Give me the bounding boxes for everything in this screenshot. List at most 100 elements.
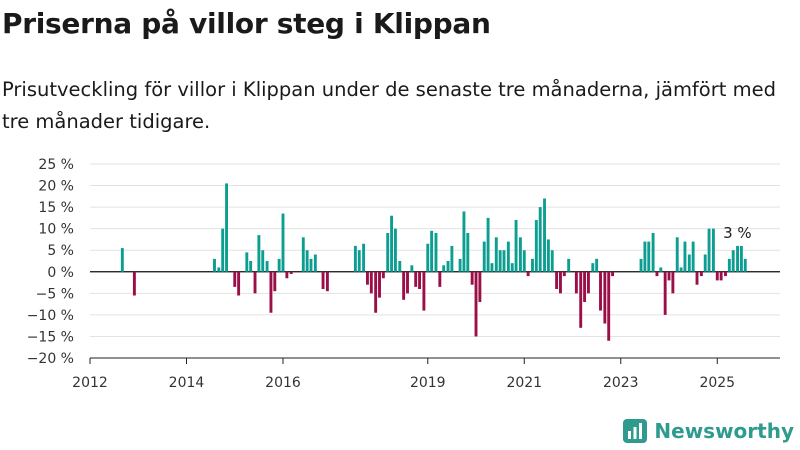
bar [743,258,747,272]
bar [120,248,124,272]
bar [526,271,530,277]
x-tick-label: 2016 [265,375,301,391]
bar [498,250,502,272]
bar [695,271,699,285]
bar [402,271,406,300]
bar [583,271,587,302]
annotation-label: 3 % [723,224,752,242]
bar [736,245,739,272]
bar [647,241,651,272]
bar [715,271,719,281]
bar [265,261,269,272]
bar [675,237,679,272]
bar [393,228,397,272]
bar [446,261,450,272]
bar [510,263,514,272]
bar [237,271,241,296]
bar [462,211,466,272]
bar [727,258,731,272]
bar-chart: 25 % 20 % 15 % 10 % 5 % 0 % −5 % −10 % −15 % −20 … [27,157,780,391]
bar [470,271,474,285]
bar [502,250,506,272]
bar [381,271,385,279]
bar [369,271,373,294]
bar [325,271,329,292]
newsworthy-logo: Newsworthy [622,418,794,444]
bar [538,207,542,272]
newsworthy-logo-icon [623,419,648,443]
bar [651,232,655,272]
bar [466,232,470,272]
bar [281,213,285,272]
x-axis: 2012 2014 2016 2019 2021 2023 2025 [72,357,780,391]
bar [494,237,498,272]
bar [366,271,369,285]
bar [574,271,578,294]
y-tick-label: 20 % [38,179,74,195]
bar [486,217,490,272]
y-tick-label: 15 % [38,200,74,216]
bar [438,271,442,287]
bar [386,232,390,272]
bar [474,271,478,337]
bar [422,271,426,311]
bar [301,237,305,272]
annotations: 3 % [723,224,752,242]
bar [390,215,394,272]
x-tick-label: 2019 [410,375,446,391]
bar [559,271,562,294]
bar [663,271,667,315]
bar [410,265,414,272]
bar [362,243,366,272]
bar [353,245,357,272]
bar [285,271,289,279]
y-axis: 25 % 20 % 15 % 10 % 5 % 0 % −5 % −10 % −15 % −20 … [27,157,74,367]
bar [426,243,430,272]
bar [679,267,683,272]
x-tick-label: 2021 [506,375,542,391]
bar [253,271,257,294]
bar [506,241,510,272]
bar [543,198,546,272]
bar [225,183,228,272]
bar [213,258,216,272]
bar [703,254,707,272]
bar [603,271,607,324]
bar [261,250,265,272]
y-tick-label: −15 % [27,329,74,345]
bar [691,241,695,272]
bar [430,230,434,272]
bar [546,239,550,272]
x-tick-label: 2012 [72,375,108,391]
y-tick-label: −20 % [27,351,74,367]
y-tick-label: 0 % [47,265,74,281]
bar [724,271,727,277]
bar [591,263,595,272]
bar [555,271,559,290]
bar [321,271,325,290]
bar [313,254,317,272]
bar [567,258,571,272]
bar [707,228,711,272]
bar [249,261,253,272]
bar [490,263,494,272]
bar [378,271,381,298]
y-tick-label: 10 % [38,222,74,238]
bar [599,271,602,311]
bar [357,250,361,272]
bar [398,261,402,272]
bar [739,245,743,272]
y-tick-label: 25 % [38,157,74,173]
chart-title: Priserna på villor steg i Klippan [2,7,491,40]
chart-subtitle: Prisutveckling för villor i Klippan unde… [2,78,776,133]
y-tick-label: 5 % [47,243,74,259]
bar [719,271,723,281]
bar [731,250,735,272]
bar [639,258,643,272]
bar [309,258,313,272]
bar [655,271,659,277]
bar [257,235,261,272]
bar [245,252,249,272]
y-tick-label: −5 % [36,286,74,302]
bar [518,237,522,272]
